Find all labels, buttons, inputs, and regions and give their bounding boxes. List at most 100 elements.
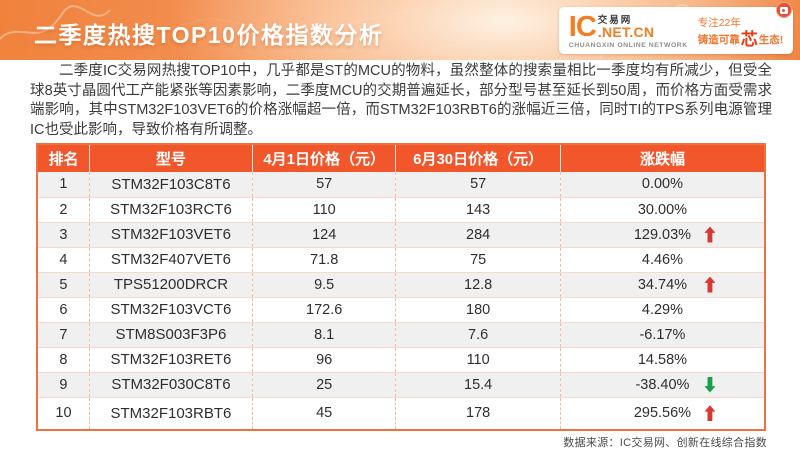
jun-price-cell: 284 (395, 222, 561, 248)
logo-net-text: .NET.CN (597, 24, 655, 40)
change-cell: 4.46% (560, 247, 765, 273)
jun-price-cell: 143 (395, 197, 561, 223)
logo-trade-label: 交易网 (597, 15, 633, 26)
model-cell: STM32F030C8T6 (89, 372, 253, 398)
column-header: 排名 (37, 144, 90, 172)
change-value: -38.40% (635, 376, 690, 393)
jun-price-cell: 15.4 (395, 372, 561, 398)
jun-price-cell: 75 (395, 247, 561, 273)
model-cell: STM32F103C8T6 (89, 172, 253, 198)
rank-cell: 5 (37, 272, 90, 298)
jun-price-cell: 110 (395, 347, 561, 373)
slogan-post: 生态! (758, 33, 784, 46)
apr-price-cell: 57 (252, 172, 397, 198)
price-index-table: 排名 型号 4月1日价格（元） 6月30日价格（元） 涨跌幅 1 STM32F103C8T… (36, 143, 766, 431)
apr-price-cell: 172.6 (252, 297, 397, 323)
rank-cell: 8 (37, 347, 90, 373)
model-cell: STM32F407VET6 (89, 247, 253, 273)
table-row: 2 STM32F103RCT6 110 143 30.00% (37, 197, 765, 223)
model-cell: STM8S003F3P6 (89, 322, 253, 348)
apr-price-cell: 25 (252, 372, 397, 398)
table-row: 3 STM32F103VET6 124 284 129.03% (37, 222, 765, 248)
page-title: 二季度热搜TOP10价格指数分析 (34, 22, 384, 48)
table-row: 1 STM32F103C8T6 57 57 0.00% (37, 172, 765, 198)
change-cell: -38.40% (560, 372, 765, 398)
column-header: 涨跌幅 (560, 144, 765, 172)
apr-price-cell: 96 (252, 347, 397, 373)
data-source-note: 数据来源：IC交易网、创新在线综合指数 (563, 437, 767, 449)
apr-price-cell: 110 (252, 197, 397, 223)
table-body: 1 STM32F103C8T6 57 57 0.00% 2 STM32F103RCT6 110… (37, 172, 765, 430)
table-row: 8 STM32F103RET6 96 110 14.58% (37, 347, 765, 373)
ic-net-logo: IC 交易网 .NET.CN CHUANGXIN ONLINE NETWORK … (559, 7, 793, 54)
change-value: 4.46% (641, 251, 683, 268)
apr-price-cell: 124 (252, 222, 397, 248)
column-header: 6月30日价格（元） (395, 144, 561, 172)
slogan-pre: 铸造可靠 (697, 33, 740, 46)
change-cell: 34.74% (560, 272, 765, 298)
jun-price-cell: 180 (395, 297, 561, 323)
slogan-line2: 铸造可靠 芯 生态! (697, 29, 784, 49)
jun-price-cell: 178 (395, 397, 561, 430)
table-row: 4 STM32F407VET6 71.8 75 4.46% (37, 247, 765, 273)
up-arrow-icon (704, 226, 716, 243)
change-cell: 14.58% (560, 347, 765, 373)
jun-price-cell: 57 (395, 172, 561, 198)
change-cell: -6.17% (560, 322, 765, 348)
table-row: 7 STM8S003F3P6 8.1 7.6 -6.17% (37, 322, 765, 348)
apr-price-cell: 9.5 (252, 272, 397, 298)
change-value: 34.74% (637, 276, 688, 293)
change-cell: 0.00% (560, 172, 765, 198)
model-cell: STM32F103VCT6 (89, 297, 253, 323)
table-row: 10 STM32F103RBT6 45 178 295.56% (37, 397, 765, 430)
change-cell: 30.00% (560, 197, 765, 223)
screenshot-tool-badge-icon[interactable] (776, 2, 792, 18)
change-cell: 129.03% (560, 222, 765, 248)
change-value: 4.29% (641, 301, 683, 318)
logo-ic-text: IC (568, 11, 597, 43)
up-arrow-icon (704, 276, 716, 293)
table-row: 9 STM32F030C8T6 25 15.4 -38.40% (37, 372, 765, 398)
column-header: 型号 (89, 144, 253, 172)
camera-glyph-icon (780, 6, 788, 14)
rank-cell: 4 (37, 247, 90, 273)
apr-price-cell: 8.1 (252, 322, 397, 348)
model-cell: STM32F103RET6 (89, 347, 253, 373)
apr-price-cell: 71.8 (252, 247, 397, 273)
table-header-row: 排名 型号 4月1日价格（元） 6月30日价格（元） 涨跌幅 (37, 144, 765, 172)
rank-cell: 6 (37, 297, 90, 323)
change-value: 30.00% (637, 201, 688, 218)
rank-cell: 7 (37, 322, 90, 348)
column-header: 4月1日价格（元） (252, 144, 397, 172)
up-arrow-icon (704, 405, 716, 422)
change-value: 14.58% (637, 351, 688, 368)
logo-wordmark: IC 交易网 .NET.CN CHUANGXIN ONLINE NETWORK (568, 11, 688, 50)
change-value: 0.00% (641, 176, 683, 193)
rank-cell: 10 (37, 397, 90, 430)
slogan-line1: 专注22年 (697, 16, 741, 29)
logo-slogan: 专注22年 铸造可靠 芯 生态! (697, 15, 784, 49)
model-cell: STM32F103VET6 (89, 222, 253, 248)
rank-cell: 1 (37, 172, 90, 198)
logo-subtitle: CHUANGXIN ONLINE NETWORK (568, 42, 688, 49)
jun-price-cell: 12.8 (395, 272, 561, 298)
model-cell: STM32F103RCT6 (89, 197, 253, 223)
jun-price-cell: 7.6 (395, 322, 561, 348)
change-cell: 295.56% (560, 397, 765, 430)
model-cell: TPS51200DRCR (89, 272, 253, 298)
change-value: -6.17% (639, 326, 686, 343)
down-arrow-icon (704, 376, 716, 393)
change-value: 129.03% (633, 226, 692, 243)
rank-cell: 2 (37, 197, 90, 223)
rank-cell: 3 (37, 222, 90, 248)
change-cell: 4.29% (560, 297, 765, 323)
rank-cell: 9 (37, 372, 90, 398)
table-row: 6 STM32F103VCT6 172.6 180 4.29% (37, 297, 765, 323)
apr-price-cell: 45 (252, 397, 397, 430)
change-value: 295.56% (633, 405, 692, 422)
table-row: 5 TPS51200DRCR 9.5 12.8 34.74% (37, 272, 765, 298)
intro-paragraph: 二季度IC交易网热搜TOP10中，几乎都是ST的MCU的物料，虽然整体的搜索量相… (30, 63, 772, 138)
chip-character: 芯 (740, 29, 758, 49)
model-cell: STM32F103RBT6 (89, 397, 253, 430)
header-banner: 二季度热搜TOP10价格指数分析 IC 交易网 .NET.CN CHUANGXI… (0, 0, 800, 60)
